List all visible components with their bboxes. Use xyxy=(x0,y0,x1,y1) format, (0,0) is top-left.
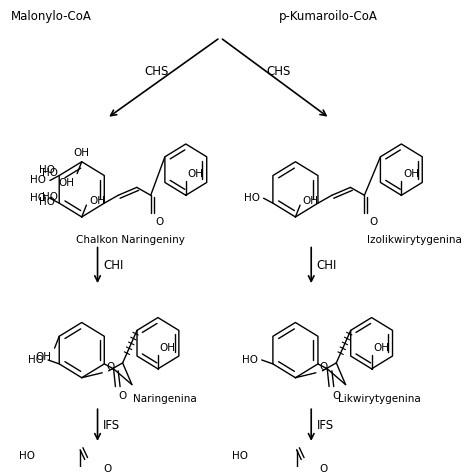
Text: Chalkon Naringeniny: Chalkon Naringeniny xyxy=(76,235,184,245)
Text: HO: HO xyxy=(242,355,258,365)
Text: OH: OH xyxy=(374,343,390,353)
Text: O: O xyxy=(103,465,111,474)
Text: Malonylo-CoA: Malonylo-CoA xyxy=(11,10,92,23)
Text: O: O xyxy=(319,362,328,372)
Text: O: O xyxy=(320,465,328,474)
Text: p-Kumaroilo-CoA: p-Kumaroilo-CoA xyxy=(279,10,378,23)
Text: OH: OH xyxy=(403,170,419,180)
Text: HO: HO xyxy=(39,164,55,174)
Text: HO: HO xyxy=(30,193,46,203)
Text: OH: OH xyxy=(188,170,204,180)
Text: CHS: CHS xyxy=(144,64,168,78)
Text: OH: OH xyxy=(58,178,74,188)
Text: CHI: CHI xyxy=(317,259,337,272)
Text: OH: OH xyxy=(303,196,319,206)
Text: O: O xyxy=(332,391,340,401)
Text: O: O xyxy=(106,362,114,372)
Text: OH: OH xyxy=(36,352,52,362)
Text: Naringenina: Naringenina xyxy=(134,394,197,404)
Text: O: O xyxy=(155,217,164,227)
Text: IFS: IFS xyxy=(103,419,120,431)
Text: Izolikwirytygenina: Izolikwirytygenina xyxy=(367,235,462,245)
Text: O: O xyxy=(369,217,377,227)
Text: HO: HO xyxy=(28,355,45,365)
Text: HO: HO xyxy=(244,193,260,203)
Text: HO: HO xyxy=(30,175,46,185)
Text: HO: HO xyxy=(42,168,58,178)
Text: O: O xyxy=(118,391,127,401)
Text: Likwirytygenina: Likwirytygenina xyxy=(337,394,420,404)
Text: OH: OH xyxy=(160,343,176,353)
Text: CHI: CHI xyxy=(103,259,124,272)
Text: HO: HO xyxy=(232,451,248,461)
Text: HO: HO xyxy=(39,197,55,207)
Text: HO: HO xyxy=(42,192,58,202)
Text: OH: OH xyxy=(89,196,105,206)
Text: OH: OH xyxy=(74,148,90,158)
Text: HO: HO xyxy=(18,451,35,461)
Text: CHS: CHS xyxy=(266,64,291,78)
Text: IFS: IFS xyxy=(317,419,334,431)
